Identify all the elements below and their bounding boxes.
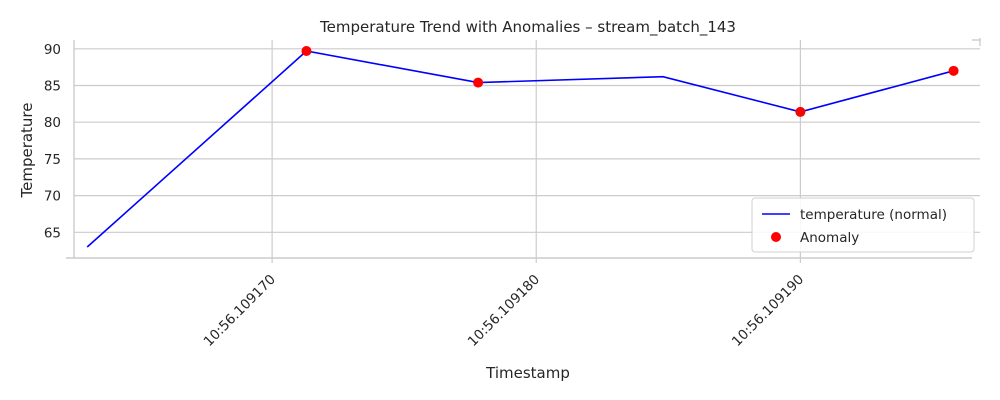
anomaly-point [948, 65, 959, 76]
legend-anomaly-swatch [771, 232, 781, 242]
anomaly-point [795, 106, 806, 117]
legend-box [751, 197, 975, 253]
legend-label-anomaly: Anomaly [800, 230, 859, 246]
y-axis-label: Temperature [18, 102, 36, 198]
anomaly-point [473, 77, 484, 88]
x-axis-label: Timestamp [485, 364, 570, 382]
y-axis-ticks: 65 70 75 80 85 90 [44, 42, 61, 242]
y-tick-label: 70 [44, 189, 61, 205]
temperature-line [86, 50, 954, 248]
y-tick-label: 65 [44, 225, 61, 241]
plot-frame [66, 38, 981, 259]
legend: temperature (normal) Anomaly [751, 197, 975, 253]
y-tick-label: 90 [44, 42, 61, 58]
y-tick-label: 75 [44, 152, 61, 168]
legend-label-temperature: temperature (normal) [800, 207, 947, 223]
y-tick-label: 85 [44, 79, 61, 95]
anomaly-point [301, 46, 312, 57]
grid [74, 40, 980, 258]
chart-title: Temperature Trend with Anomalies – strea… [319, 18, 736, 37]
y-tick-label: 80 [44, 115, 61, 131]
series-layer [86, 46, 959, 248]
